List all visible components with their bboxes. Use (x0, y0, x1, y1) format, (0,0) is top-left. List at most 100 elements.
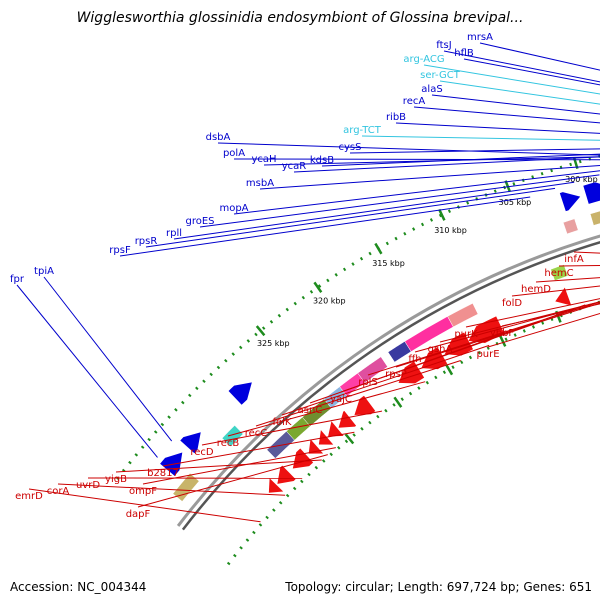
leader-line (443, 50, 600, 83)
gene-label-forward: arg-TCT (343, 125, 382, 136)
leader-line (439, 80, 600, 105)
gene-label-reverse: ffh (408, 354, 421, 365)
map-title: Wigglesworthia glossinidia endosymbiont … (77, 10, 524, 26)
reverse-gene-arrow (268, 478, 284, 493)
feature-block (357, 356, 388, 384)
gene-label-reverse: recC (245, 428, 268, 439)
leader-line (115, 459, 322, 473)
gene-label-reverse: corA (47, 486, 70, 497)
gene-label-forward: arg-ACG (403, 54, 444, 65)
gene-label-reverse: purE (476, 349, 499, 360)
gene-label-forward: fpr (10, 274, 25, 285)
gene-label-reverse: recD (190, 447, 214, 458)
leader-line (361, 135, 600, 141)
leader-line (321, 153, 600, 167)
gene-label-reverse: b2817 (147, 468, 179, 479)
leader-line (145, 187, 556, 248)
leader-line (479, 42, 600, 71)
gene-label-forward: hflB (454, 48, 474, 59)
tick-mark (374, 242, 383, 255)
gene-label-forward: rpsR (135, 236, 158, 247)
forward-gene-arrow (559, 192, 581, 212)
reverse-gene-arrow (308, 439, 324, 454)
leader-line (395, 122, 600, 134)
tick-mark (438, 208, 446, 221)
tick-label: 320 kbp (313, 297, 346, 306)
tick-mark (255, 325, 266, 337)
leader-line (414, 301, 600, 353)
gene-label-reverse: hemC (544, 268, 573, 279)
leader-line (431, 94, 600, 115)
tick-label: 325 kbp (257, 339, 290, 348)
leader-line (162, 431, 355, 467)
backbone-outer (176, 234, 600, 527)
tick-label: 305 kbp (499, 198, 532, 207)
leader-line (217, 142, 600, 156)
gene-label-reverse: yigB (105, 474, 127, 485)
reverse-gene-arrow (277, 465, 296, 484)
leader-line (119, 196, 531, 257)
leader-line (349, 148, 600, 154)
gene-label-reverse: recB (217, 438, 240, 449)
gene-label-forward: groES (185, 216, 214, 227)
gene-label-reverse: rpsP (385, 369, 407, 380)
feature-block (387, 341, 412, 363)
leader-line (255, 359, 461, 427)
feature-block (286, 416, 311, 441)
gene-label-forward: rpsF (109, 245, 131, 256)
gene-label-reverse: gshA (428, 344, 453, 355)
gene-label-forward: ribB (386, 112, 406, 123)
leader-line (511, 285, 600, 297)
gene-label-reverse: yajC (330, 394, 352, 405)
feature-block (562, 218, 579, 235)
forward-gene-arrow (228, 382, 252, 405)
feature-block (172, 472, 200, 502)
leader-line (233, 158, 600, 161)
leader-line (423, 64, 600, 95)
reverse-gene-arrow (555, 287, 572, 306)
leader-line (281, 344, 490, 416)
leader-line (199, 174, 600, 228)
backbone-inner (181, 241, 600, 531)
leader-line (463, 58, 600, 86)
leader-line (57, 483, 286, 496)
leader-line (201, 410, 383, 446)
gene-label-forward: mopA (219, 203, 248, 214)
gene-label-forward: dsbA (206, 132, 231, 143)
feature-block (447, 302, 479, 328)
gene-label-forward: ycaH (251, 154, 276, 165)
leader-line (293, 156, 600, 173)
gene-label-reverse: hemD (521, 284, 551, 295)
leader-line (465, 298, 600, 328)
leader-line (43, 276, 173, 442)
gene-label-reverse: purK (454, 329, 478, 340)
tick-label: 315 kbp (372, 259, 405, 268)
tick-label: 300 kbp (565, 175, 598, 184)
leader-line (413, 106, 600, 124)
gene-label-reverse: folK (273, 417, 292, 428)
forward-gene-arrow (180, 432, 201, 454)
gene-label-reverse: dapF (126, 509, 151, 520)
tick-mark (313, 281, 323, 293)
leader-line (137, 454, 328, 508)
gene-label-forward: tpiA (34, 266, 54, 277)
tick-mark-inner (344, 433, 355, 445)
gene-label-forward: ftsJ (436, 40, 451, 51)
feature-block (589, 210, 600, 226)
leader-line (259, 164, 600, 190)
gene-label-forward: alaS (421, 84, 442, 95)
gene-label-forward: ser-GCT (420, 70, 461, 81)
leader-line (535, 277, 600, 283)
reverse-gene-arrow (328, 421, 344, 437)
leader-line (367, 301, 600, 376)
tick-label: 310 kbp (434, 226, 467, 235)
gene-label-forward: ycaR (282, 161, 307, 172)
reverse-gene-arrow (338, 410, 357, 428)
gene-label-forward: mrsA (467, 32, 493, 43)
forward-gene-arrow (583, 182, 600, 204)
feature-block (404, 316, 454, 352)
leader-line (233, 170, 600, 215)
gene-label-forward: msbA (246, 178, 274, 189)
tick-mark-inner (393, 396, 403, 408)
